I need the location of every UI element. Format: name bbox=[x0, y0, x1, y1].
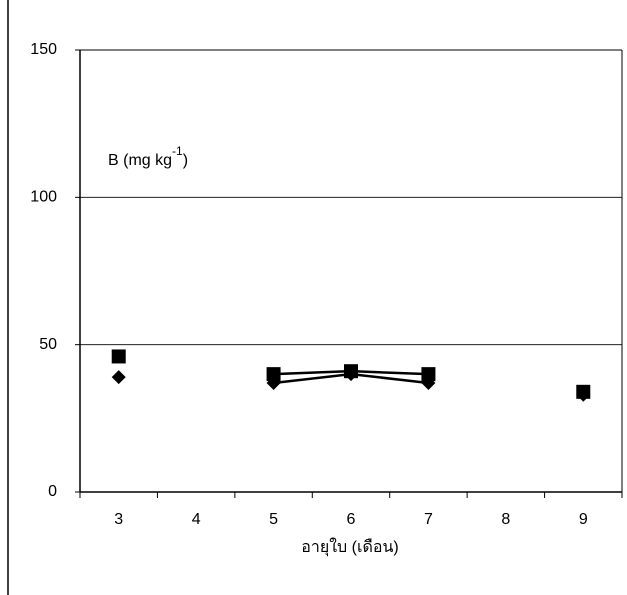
y-tick-label: 0 bbox=[48, 483, 57, 500]
y-tick-label: 100 bbox=[30, 189, 57, 206]
y-tick-label: 150 bbox=[30, 41, 57, 58]
x-tick-label: 6 bbox=[347, 511, 356, 528]
square-marker bbox=[344, 364, 358, 379]
x-tick-label: 9 bbox=[579, 511, 588, 528]
square-marker bbox=[266, 367, 281, 382]
annotation-text: B (mg kg bbox=[108, 152, 172, 169]
x-tick-label: 8 bbox=[501, 511, 510, 528]
diamond-marker bbox=[111, 370, 126, 385]
x-tick-label: 5 bbox=[269, 511, 278, 528]
x-tick-label: 7 bbox=[424, 511, 433, 528]
square-marker bbox=[421, 367, 436, 382]
annotation: B (mg kg-1) bbox=[108, 144, 188, 169]
annotation-superscript: -1 bbox=[172, 144, 183, 158]
square-marker bbox=[576, 384, 591, 399]
x-axis-title: อายุใบ (เดือน) bbox=[301, 537, 398, 557]
x-tick-label: 3 bbox=[114, 511, 123, 528]
annotation-text: ) bbox=[183, 152, 188, 169]
y-tick-label: 50 bbox=[39, 336, 57, 353]
square-marker bbox=[111, 349, 126, 364]
x-tick-label: 4 bbox=[192, 511, 201, 528]
